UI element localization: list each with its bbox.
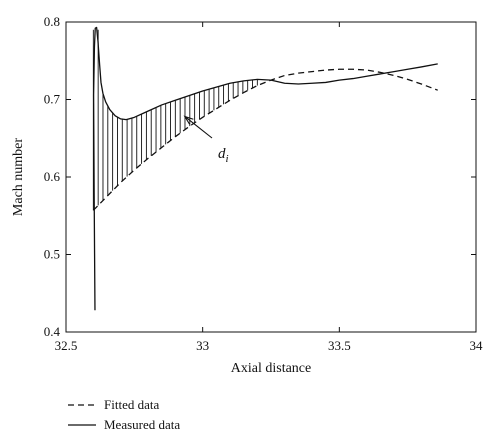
annotation: di <box>183 115 229 165</box>
y-tick-label: 0.5 <box>44 247 60 262</box>
legend-label: Measured data <box>104 417 180 432</box>
y-tick-label: 0.6 <box>44 169 61 184</box>
annotation-label: di <box>218 146 229 165</box>
legend: Fitted data Measured data <box>68 397 180 432</box>
x-tick-label: 33.5 <box>328 338 351 353</box>
y-axis-label: Mach number <box>11 138 26 216</box>
x-axis-label: Axial distance <box>231 361 311 376</box>
y-tick-label: 0.4 <box>44 324 61 339</box>
y-tick-label: 0.7 <box>44 92 61 107</box>
y-tick-label: 0.8 <box>44 14 60 29</box>
measured-data-line <box>92 26 438 311</box>
ticks-layer: 32.5 33 33.5 34 0.4 0.5 0.6 0.7 0.8 <box>44 14 483 353</box>
legend-label: Fitted data <box>104 397 159 412</box>
x-tick-label: 32.5 <box>55 338 78 353</box>
annotation-arrowhead <box>183 115 194 125</box>
deviation-hatch <box>92 29 258 211</box>
x-tick-label: 33 <box>196 338 209 353</box>
x-tick-label: 34 <box>470 338 484 353</box>
fitted-data-line <box>92 68 438 211</box>
annotation-arrow-line <box>184 116 213 139</box>
series-layer <box>92 26 438 311</box>
